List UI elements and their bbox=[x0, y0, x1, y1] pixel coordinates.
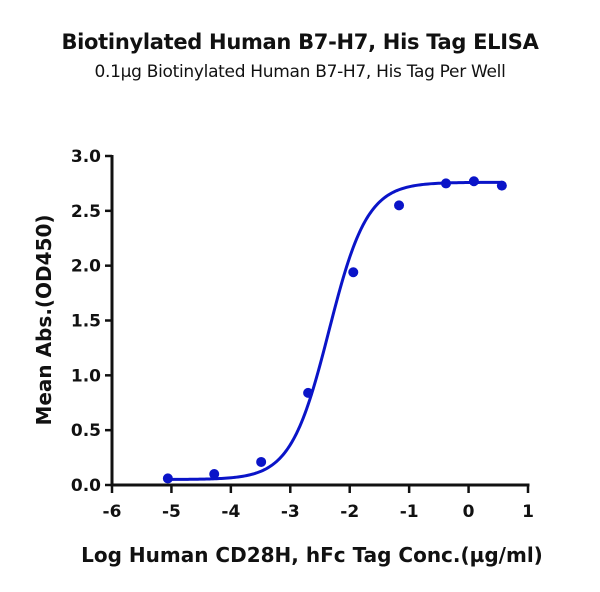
y-axis-label: Mean Abs.(OD450) bbox=[32, 214, 56, 425]
y-tick-label: 0.5 bbox=[71, 421, 101, 441]
y-tick-label: 1.0 bbox=[71, 366, 101, 386]
y-tick-label: 2.5 bbox=[71, 202, 101, 222]
fit-curve bbox=[167, 180, 502, 481]
chart-subtitle: 0.1µg Biotinylated Human B7-H7, His Tag … bbox=[94, 62, 506, 82]
y-tick-label: 0.0 bbox=[71, 476, 101, 496]
x-tick-label: -6 bbox=[103, 502, 122, 522]
x-tick-label: 1 bbox=[522, 502, 534, 522]
y-tick-label: 2.0 bbox=[71, 257, 101, 277]
x-tick-label: -3 bbox=[281, 502, 300, 522]
x-tick-label: -4 bbox=[221, 502, 240, 522]
data-point bbox=[394, 200, 405, 211]
data-point bbox=[209, 469, 220, 480]
x-axis-label: Log Human CD28H, hFc Tag Conc.(µg/ml) bbox=[81, 543, 543, 567]
data-point bbox=[440, 178, 451, 189]
x-tick-label: -1 bbox=[400, 502, 419, 522]
y-tick-label: 1.5 bbox=[71, 312, 101, 332]
y-tick-label: 3.0 bbox=[71, 147, 101, 167]
x-tick-label: 0 bbox=[463, 502, 475, 522]
data-point bbox=[256, 456, 267, 467]
x-tick-label: -2 bbox=[340, 502, 359, 522]
axes: 0.0 0.5 1.0 1.5 2.0 2.5 3.0 -6 -5 -4 -3 -2 -1 0 1 bbox=[71, 147, 534, 522]
data-point bbox=[348, 267, 359, 278]
data-point bbox=[162, 473, 173, 484]
data-point bbox=[303, 387, 314, 398]
chart-title: Biotinylated Human B7-H7, His Tag ELISA bbox=[61, 30, 539, 54]
x-tick-label: -5 bbox=[162, 502, 181, 522]
data-point bbox=[468, 176, 479, 187]
data-points bbox=[162, 176, 507, 484]
data-point bbox=[496, 180, 507, 191]
